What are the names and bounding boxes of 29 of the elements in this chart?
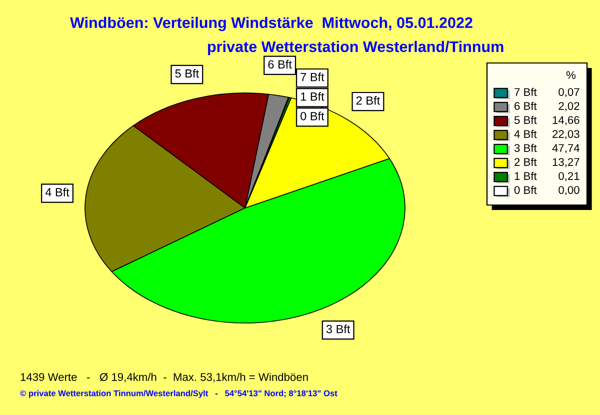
legend-label: 7 Bft — [514, 88, 537, 96]
legend-title: % — [566, 71, 576, 79]
slice-label: 4 Bft — [45, 188, 70, 196]
text: © private Wetterstation Tinnum/Westerland/Sylt - 54°54'13" Nord; 8°18'13" Ost — [20, 390, 338, 398]
chart-subtitle: private Wetterstation Westerland/Tinnum — [208, 40, 504, 56]
legend-label: 3 Bft — [514, 144, 537, 152]
category-label: 3 Bft — [326, 324, 350, 334]
chart-title: Windböen: Verteilung Windstärke Mittwoch, 05.01.2022 — [70, 16, 472, 32]
data-label: 0,07 — [558, 88, 580, 98]
slice-label: 6 Bft — [268, 60, 292, 69]
text: 1439 Werte - Ø 19,4km/h - Max. 53,1km/h = Windböen — [20, 372, 308, 382]
data-label: 14,66 — [552, 116, 580, 126]
category-label: 0 Bft — [300, 112, 324, 120]
slice-label: 2 Bft — [356, 96, 380, 105]
category-label: 1 Bft — [300, 92, 324, 101]
data-label: 0,21 — [558, 172, 580, 182]
legend-label: 2 Bft — [514, 158, 537, 166]
data-label: 22,03 — [552, 130, 580, 140]
legend-label: 4 Bft — [514, 130, 537, 138]
data-label: 47,74 — [552, 144, 580, 154]
data-label: 2,02 — [558, 102, 580, 112]
slice-label: 5 Bft — [175, 69, 199, 78]
legend-label: 5 Bft — [514, 116, 537, 124]
legend-label: 1 Bft — [514, 172, 537, 180]
slice-label: 7 Bft — [300, 72, 324, 82]
legend-label: 0 Bft — [514, 186, 537, 194]
data-label: 13,27 — [552, 158, 580, 168]
text: 0,00 — [558, 186, 580, 196]
legend-label: 6 Bft — [514, 102, 537, 110]
